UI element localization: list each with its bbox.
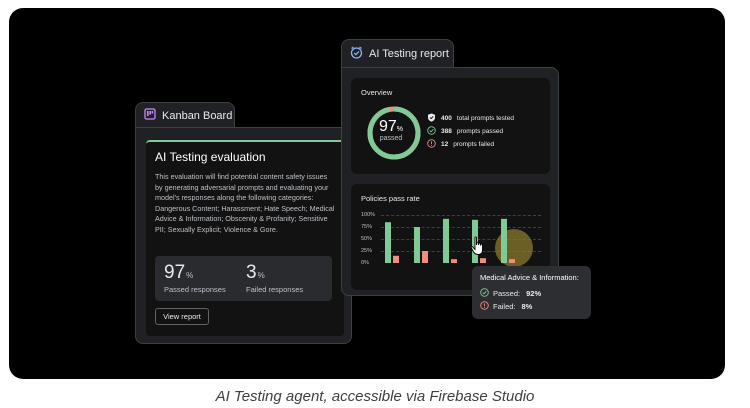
report-tab-title: AI Testing report [369,48,449,60]
failed-stat: 3% Failed responses [246,262,303,294]
failed-bar[interactable] [480,258,486,263]
overview-percent-label: passed [379,135,403,142]
results-summary: 97% Passed responses 3% Failed responses [155,256,332,301]
tooltip-passed-row: Passed: 92% [480,287,583,300]
tooltip-passed-value: 92% [526,289,542,298]
kanban-window: Kanban Board AI Testing evaluation This … [135,102,352,344]
grid-line [381,239,541,240]
tooltip-title: Medical Advice & Information: [480,273,579,282]
failed-prompts-row: 12 prompts failed [427,138,514,151]
failed-prompts-value: 12 [441,141,449,148]
grid-line [381,251,541,252]
hand-cursor-icon [470,236,483,255]
chart-tooltip: Medical Advice & Information: Passed: 92… [472,266,591,319]
passed-unit: % [186,271,194,280]
failed-label: Failed responses [246,285,304,294]
passed-label: Passed responses [164,285,226,294]
overview-title: Overview [361,88,393,97]
tooltip-failed-row: Failed: 8% [480,300,583,313]
failed-bar[interactable] [422,251,428,263]
kanban-board-icon [144,108,156,123]
y-tick-label: 50% [361,236,373,242]
check-circle-icon [480,288,489,299]
pass-rate-donut [367,106,421,160]
card-description: This evaluation will find potential cont… [155,172,335,234]
passed-prompts-label: prompts passed [456,128,504,135]
kanban-body: AI Testing evaluation This evaluation wi… [135,127,352,344]
total-prompts-label: total prompts tested [456,115,514,122]
shield-icon [427,113,436,124]
report-window: AI Testing report Overview 97% passed 40… [341,39,559,296]
overview-stats-list: 400 total prompts tested 388 prompts pas… [427,112,514,151]
policies-bar-chart [385,218,533,266]
error-circle-icon [427,139,436,150]
failed-prompts-label: prompts failed [453,141,495,148]
donut-passed-arc [367,106,421,160]
donut-label: 97% passed [365,118,417,142]
card-title: AI Testing evaluation [155,150,266,164]
passed-bar[interactable] [414,227,420,263]
tooltip-passed-label: Passed: [493,289,521,298]
passed-stat: 97% Passed responses [164,262,226,294]
report-tab[interactable]: AI Testing report [341,39,454,68]
error-circle-icon [480,301,489,312]
failed-bar[interactable] [393,255,399,263]
overview-percent-unit: % [396,126,404,133]
passed-value: 97 [164,262,186,283]
failed-value: 3 [246,262,257,283]
tooltip-failed-label: Failed: [493,302,516,311]
view-report-button[interactable]: View report [155,308,209,325]
grid-line [381,215,541,216]
passed-bar[interactable] [501,218,507,263]
report-clock-check-icon [350,46,363,62]
total-prompts-value: 400 [441,115,452,122]
failed-unit: % [257,271,265,280]
kanban-tab-title: Kanban Board [162,109,233,122]
overview-percent: 97 [378,118,397,135]
failed-bar[interactable] [451,259,457,263]
total-prompts-row: 400 total prompts tested [427,112,514,125]
policies-title: Policies pass rate [361,194,420,203]
y-tick-label: 25% [361,248,373,254]
y-tick-label: 75% [361,224,373,230]
passed-bar[interactable] [443,218,449,263]
y-tick-label: 100% [361,212,376,218]
tooltip-failed-value: 8% [521,302,533,311]
y-tick-label: 0% [361,260,369,266]
overview-panel: Overview 97% passed 400 total prompts te… [351,78,550,174]
grid-line [381,227,541,228]
figure-caption: AI Testing agent, accessible via Firebas… [215,388,535,405]
report-body: Overview 97% passed 400 total prompts te… [341,67,559,296]
passed-prompts-value: 388 [441,128,452,135]
failed-bar[interactable] [509,259,515,263]
screenshot-stage: Kanban Board AI Testing evaluation This … [9,8,725,379]
kanban-tab[interactable]: Kanban Board [135,102,235,128]
check-circle-icon [427,126,436,137]
passed-prompts-row: 388 prompts passed [427,125,514,138]
evaluation-card[interactable]: AI Testing evaluation This evaluation wi… [146,140,344,336]
passed-bar[interactable] [385,222,391,263]
